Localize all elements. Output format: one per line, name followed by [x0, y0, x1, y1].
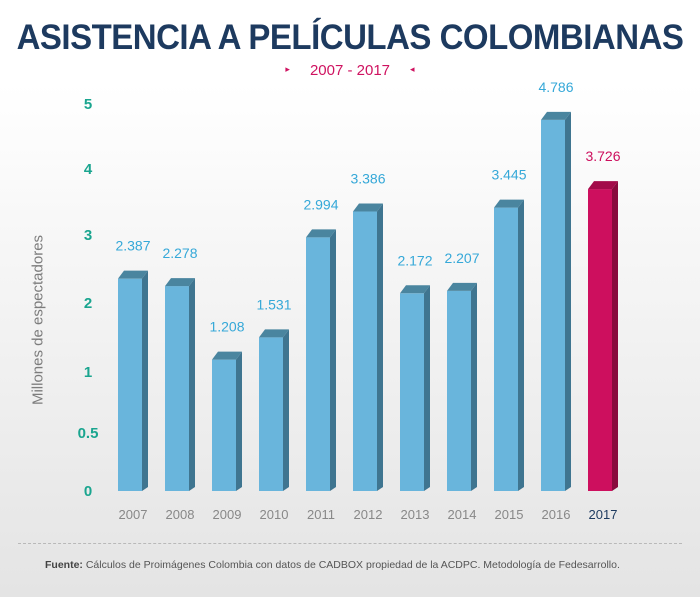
- y-tick-label: 4: [84, 161, 93, 178]
- x-tick-label: 2013: [401, 507, 430, 522]
- x-tick-label: 2011: [307, 507, 335, 522]
- footnote-divider: [18, 543, 682, 544]
- bar: [306, 237, 330, 491]
- bar-top: [306, 229, 336, 238]
- x-tick-label: 2017: [589, 507, 618, 522]
- bar-side: [471, 282, 477, 491]
- data-label: 2.172: [397, 252, 432, 268]
- data-label: 3.726: [585, 148, 620, 164]
- bar: [588, 189, 612, 492]
- bar: [400, 293, 424, 491]
- bar: [212, 359, 236, 491]
- x-tick-label: 2007: [119, 507, 148, 522]
- x-tick-label: 2016: [542, 507, 571, 522]
- subtitle-right-marker-icon: ◂: [410, 63, 415, 74]
- bar: [494, 207, 518, 491]
- bar-top: [447, 282, 477, 291]
- data-label: 2.207: [444, 250, 479, 266]
- bar-side: [424, 285, 430, 491]
- bar-chart: 0 0.5 1 2 3 4 5 2.387 2007 2.278 2008 1.208 2009 1.53…: [78, 79, 621, 522]
- bar: [541, 119, 565, 491]
- data-label: 1.531: [256, 296, 291, 312]
- y-tick-label: 0: [84, 483, 92, 500]
- bar: [118, 278, 142, 491]
- footnote-label: Fuente:: [45, 559, 83, 571]
- bar-top: [494, 199, 524, 208]
- bar-top: [541, 111, 571, 120]
- bar: [165, 286, 189, 491]
- bar-top: [118, 270, 148, 279]
- subtitle-left-marker-icon: ▸: [285, 63, 290, 74]
- y-tick-label: 5: [84, 96, 92, 113]
- bar-side: [236, 351, 242, 491]
- bar-side: [189, 278, 195, 491]
- data-label: 2.278: [162, 245, 197, 261]
- y-tick-label: 0.5: [78, 425, 99, 442]
- x-tick-label: 2009: [213, 507, 242, 522]
- bar: [353, 211, 377, 492]
- data-label: 3.445: [491, 167, 526, 183]
- bar-top: [353, 203, 383, 212]
- bar-side: [283, 329, 289, 491]
- bar-top: [259, 329, 289, 338]
- footnote-text: Cálculos de Proimágenes Colombia con dat…: [82, 559, 620, 571]
- y-tick-label: 1: [84, 364, 92, 381]
- bar-top: [165, 278, 195, 287]
- chart-title: ASISTENCIA A PELÍCULAS COLOMBIANAS: [16, 16, 684, 57]
- bar-side: [612, 181, 618, 492]
- bar-side: [377, 203, 383, 492]
- data-label: 1.208: [209, 319, 244, 335]
- y-axis-title: Millones de espectadores: [29, 234, 47, 406]
- x-tick-label: 2010: [260, 507, 289, 522]
- y-tick-label: 2: [84, 295, 92, 312]
- subtitle-text: 2007 - 2017: [309, 62, 391, 79]
- bar-top: [588, 181, 618, 190]
- bar-top: [400, 285, 430, 294]
- data-label: 4.786: [538, 79, 573, 95]
- x-tick-label: 2012: [354, 507, 383, 522]
- bar-top: [212, 351, 242, 360]
- y-tick-label: 3: [84, 227, 92, 244]
- footnote: Fuente: Cálculos de Proimágenes Colombia…: [45, 559, 620, 571]
- x-tick-label: 2008: [166, 507, 195, 522]
- bar-side: [142, 270, 148, 491]
- bar: [447, 290, 471, 491]
- data-label: 3.386: [350, 171, 385, 187]
- bar: [259, 337, 283, 491]
- bar-side: [565, 111, 571, 491]
- data-label: 2.994: [303, 196, 338, 212]
- bar-side: [330, 229, 336, 491]
- bar-side: [518, 199, 524, 491]
- x-tick-label: 2014: [448, 507, 477, 522]
- chart-subtitle: ▸ 2007 - 2017 ◂: [0, 62, 700, 79]
- data-label: 2.387: [115, 238, 150, 254]
- x-tick-label: 2015: [495, 507, 524, 522]
